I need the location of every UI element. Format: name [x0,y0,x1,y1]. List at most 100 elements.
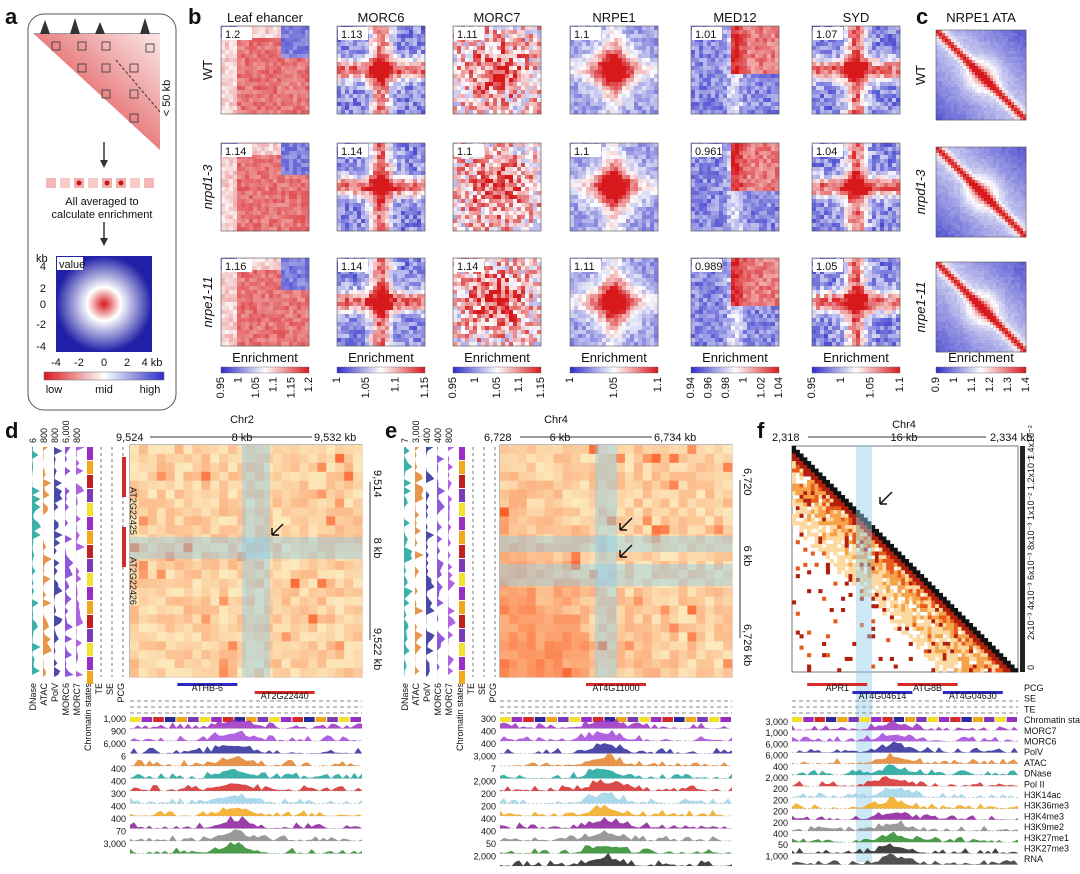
side-track-label: MORC7 [444,683,454,716]
signal-track [500,768,732,779]
side-signal [415,447,424,677]
side-track-label: PolV [50,683,60,702]
track-scale: 3,000 [765,717,788,727]
side-signal [76,447,85,677]
xtick-1: -2 [74,357,84,369]
gene-label: AT4G04614 [858,691,906,701]
side-signal [32,447,41,677]
value-box [813,144,843,157]
side-scale-label: 800 [72,428,82,443]
ytick-4: -4 [36,341,46,353]
c-row-label-0: WT [913,65,928,85]
ytick-3: -2 [36,319,46,331]
col-title-5: SYD [843,10,870,25]
colorbar-tick: 1.4 [1020,377,1032,392]
enrichment-value: 1.11 [574,261,595,273]
signal-track [792,752,1018,764]
side-scale-label: 800 [39,428,49,443]
gene-bar [254,691,315,694]
colorbar-title: Enrichment [581,350,647,365]
d-ystart: 9,514 [371,470,383,498]
colorbar-tick: 1 [233,377,245,383]
arrowhead-icon-2 [100,238,108,246]
side-track-label: MORC6 [61,683,71,716]
panel-f: Chr4 2,318 16 kb 2,334 kb 0 2x10⁻³ 4x10⁻³ 6… [765,419,1080,865]
value-box [338,27,368,40]
signal-track [130,783,362,791]
track-scale: 1,000 [765,851,788,861]
side-track-label: ATAC [39,683,49,706]
signal-track [792,776,1018,787]
track-scale: 200 [481,789,496,799]
enrichment-value: 1.05 [816,261,837,273]
f-track-label: H3K27me1 [1024,833,1069,843]
legend-gradient [43,371,165,381]
ytick-1: 2 [40,283,46,295]
f-track-label: ATAC [1024,758,1047,768]
signal-track [792,831,1018,843]
colorbar-tick: 1.2 [303,377,315,392]
f-map-cells [792,446,1019,673]
heatmap-2-5: 1.05 [811,257,901,347]
e-ystart: 6,720 [741,468,753,496]
track-scale: 900 [111,727,126,737]
signal-track [792,843,1018,854]
heatmap-0-3: 1.1 [569,25,659,115]
e-span-label: 6 kb [550,432,571,444]
gene-bar [807,683,868,686]
colorbar-title: Enrichment [464,350,530,365]
f-scale-tick: 1.2x10⁻² [1026,455,1036,490]
side-track-label: Chromatin states [455,683,465,752]
signal-track [792,812,1018,820]
f-end-label: 2,334 kb [990,432,1032,444]
d-highlight-row [130,537,362,559]
value-box [813,27,843,40]
track-scale: 400 [773,829,788,839]
xtick-3: 2 [124,357,130,369]
colorbar-tick: 1 [331,377,343,383]
d-signal-tracks: 1,000 900 6,000 6 400 400 300 400 400 70 3,000 [103,714,362,854]
enrichment-value: 1.14 [457,261,478,273]
colorbar-tick: 1.1 [268,377,280,392]
track-scale: 3,000 [473,752,496,762]
colorbar-tick: 1.05 [360,377,372,398]
enrichment-value: 1.14 [341,146,362,158]
side-signal [65,447,74,677]
heatmap-1-3: 1.1 [569,142,659,232]
track-scale: 400 [111,814,126,824]
f-track-label: H3K36me3 [1024,801,1069,811]
signal-track [500,817,732,829]
signal-track [500,804,732,816]
value-box [692,144,722,157]
enrichment-value: 0.989 [695,261,723,273]
value-box [692,259,722,272]
value-box [571,259,601,272]
panel-label-c: c [916,4,928,29]
panel-label-b: b [188,4,201,29]
track-scale: 50 [778,840,788,850]
side-scale-label: 800 [50,428,60,443]
c-row-label-1: nrpd1-3 [913,169,928,215]
panel-label-d: d [5,418,18,443]
colorbar-tick: 1.1 [966,377,978,392]
colorbar-tick: 0.95 [447,377,459,398]
ytick-2: 0 [40,299,46,311]
signal-track [792,820,1018,831]
enrichment-value: 1.14 [225,146,246,158]
track-scale: 70 [116,827,126,837]
d-chrom-label: Chr2 [230,414,254,426]
track-scale: 400 [481,827,496,837]
track-scale: 400 [111,777,126,787]
side-scale-label: 7 [400,438,410,443]
signal-track [500,792,732,804]
track-scale: 6,000 [103,739,126,749]
signal-track [792,741,1018,753]
colorbar-tick: 0.95 [215,377,227,398]
ata-map-2 [935,261,1027,353]
colorbar-tick: 1.3 [1002,377,1014,392]
colorbar-tick: 1.15 [285,377,297,398]
signal-track [130,829,362,841]
f-track-label: MORC6 [1024,737,1057,747]
ytick-0: 4 [40,261,46,273]
enrichment-value: 1.1 [457,146,472,158]
